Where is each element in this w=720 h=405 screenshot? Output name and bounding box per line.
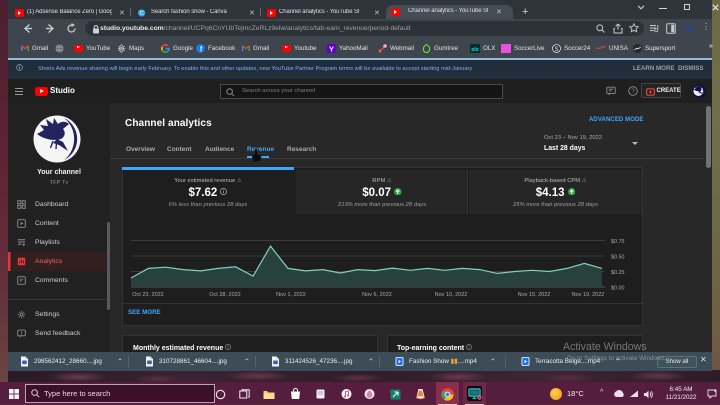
svg-text:f: f <box>200 46 203 52</box>
svg-text:Nov 6, 2022: Nov 6, 2022 <box>362 292 392 298</box>
svg-text:$0.50: $0.50 <box>611 255 625 261</box>
svg-text:$0.75: $0.75 <box>611 239 625 245</box>
svg-text:Oct 28, 2022: Oct 28, 2022 <box>209 292 241 298</box>
svg-text:C: C <box>140 11 144 17</box>
svg-text:$0.25: $0.25 <box>611 270 625 276</box>
svg-text:S: S <box>554 46 558 52</box>
svg-text:$0.00: $0.00 <box>611 286 625 292</box>
svg-text:Nov 19, 2022: Nov 19, 2022 <box>572 292 605 298</box>
svg-text:olx: olx <box>471 46 478 52</box>
svg-text:Nov 15, 2022: Nov 15, 2022 <box>518 292 551 298</box>
svg-text:Oct 23, 2022: Oct 23, 2022 <box>132 292 164 298</box>
svg-text:?: ? <box>631 89 635 95</box>
svg-text:Nov 10, 2022: Nov 10, 2022 <box>435 292 468 298</box>
svg-text:Nov 1, 2022: Nov 1, 2022 <box>276 292 306 298</box>
svg-text:Y: Y <box>329 44 334 53</box>
